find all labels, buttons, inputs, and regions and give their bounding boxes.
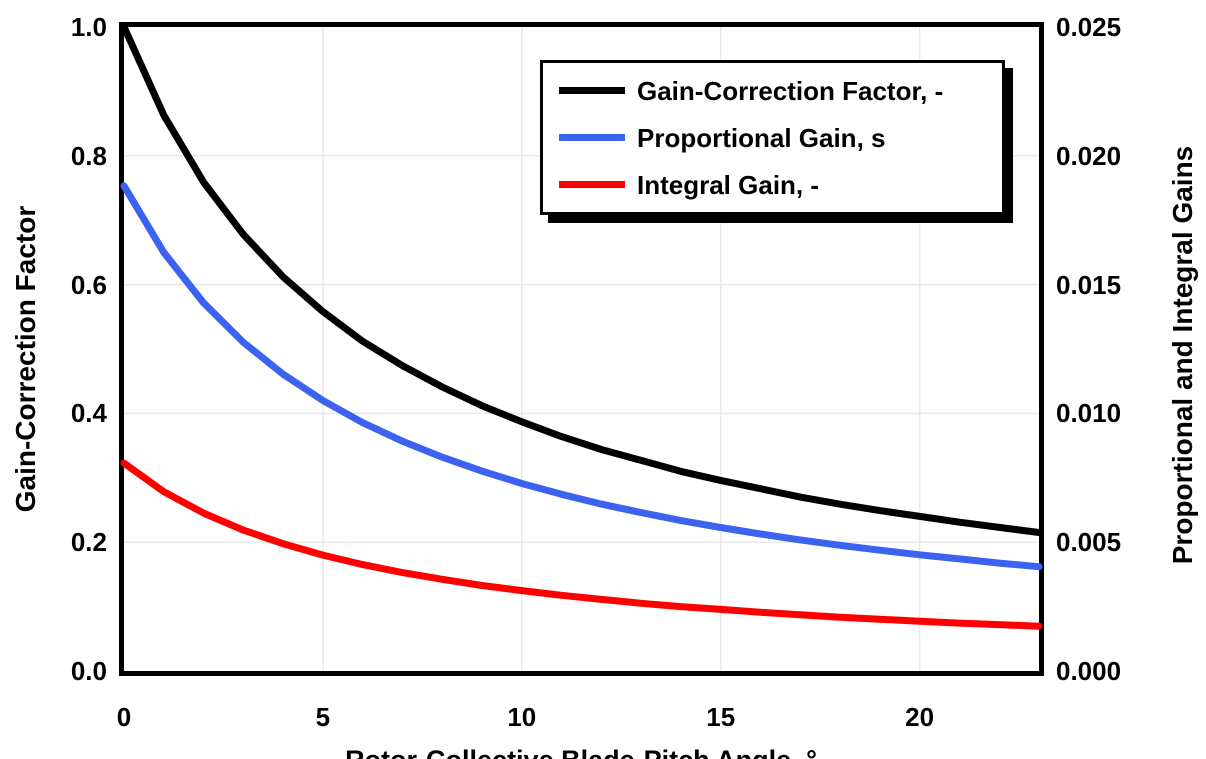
y-left-tick-label: 0.6 [70, 269, 107, 300]
legend-label: Gain-Correction Factor, - [637, 75, 944, 106]
legend-item: Proportional Gain, s [543, 123, 1002, 153]
plot-canvas [120, 23, 1043, 671]
x-tick-label: 5 [315, 702, 331, 732]
y-right-tick-label: 0.000 [1056, 656, 1122, 686]
legend-item: Gain-Correction Factor, - [543, 76, 1002, 106]
legend-label: Proportional Gain, s [637, 122, 886, 153]
legend: Gain-Correction Factor, - Proportional Ga… [540, 60, 1005, 215]
y-left-tick-label: 0.0 [70, 656, 107, 686]
y-right-tick-label: 0.025 [1056, 12, 1122, 42]
x-tick-label: 10 [507, 702, 537, 732]
y-right-tick-label: 0.005 [1056, 527, 1122, 558]
legend-item: Integral Gain, - [543, 170, 1002, 200]
x-axis-title: Rotor-Collective Blade-Pitch Angle, ° [331, 742, 831, 759]
series-line-proportional-gain-s [120, 182, 1043, 571]
y-right-tick-label: 0.020 [1056, 140, 1122, 171]
legend-line-swatch [559, 87, 625, 94]
series-line-gain-correction-factor [120, 23, 1043, 536]
y-left-tick-label: 1.0 [70, 12, 107, 42]
y-right-tick-label: 0.015 [1056, 269, 1122, 300]
y-right-tick-label: 0.010 [1056, 398, 1122, 429]
y-right-axis-title: Proportional and Integral Gains [1167, 145, 1198, 565]
legend-label: Integral Gain, - [637, 169, 820, 200]
y-left-tick-label: 0.4 [70, 398, 107, 429]
legend-line-swatch [559, 134, 625, 141]
y-left-tick-label: 0.2 [70, 527, 107, 558]
y-left-tick-label: 0.8 [70, 140, 107, 171]
legend-line-swatch [559, 181, 625, 188]
x-tick-label: 15 [706, 702, 736, 732]
x-tick-label: 20 [905, 702, 935, 732]
series-line-integral-gain [120, 459, 1043, 630]
x-tick-label: 0 [116, 702, 132, 732]
